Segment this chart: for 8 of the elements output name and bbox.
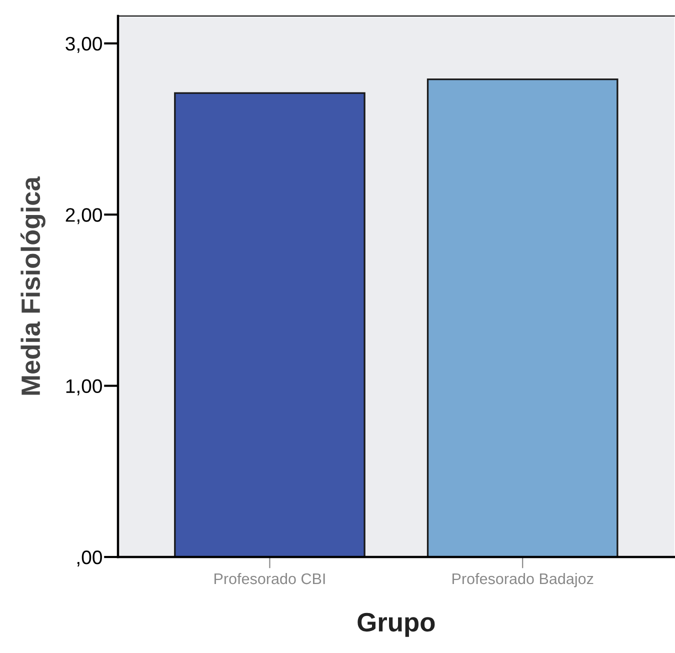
y-tick-label: ,00 <box>77 550 102 567</box>
x-tick-label: Profesorado CBI <box>214 572 325 584</box>
y-tick-label: 1,00 <box>66 379 102 396</box>
y-axis-title: Media Fisiológica <box>20 176 46 395</box>
x-axis-title: Grupo <box>358 612 435 637</box>
x-tick-label: Profesorado Badajoz <box>452 572 594 588</box>
y-tick-label: 2,00 <box>66 208 102 224</box>
y-tick-label: 3,00 <box>66 36 102 53</box>
